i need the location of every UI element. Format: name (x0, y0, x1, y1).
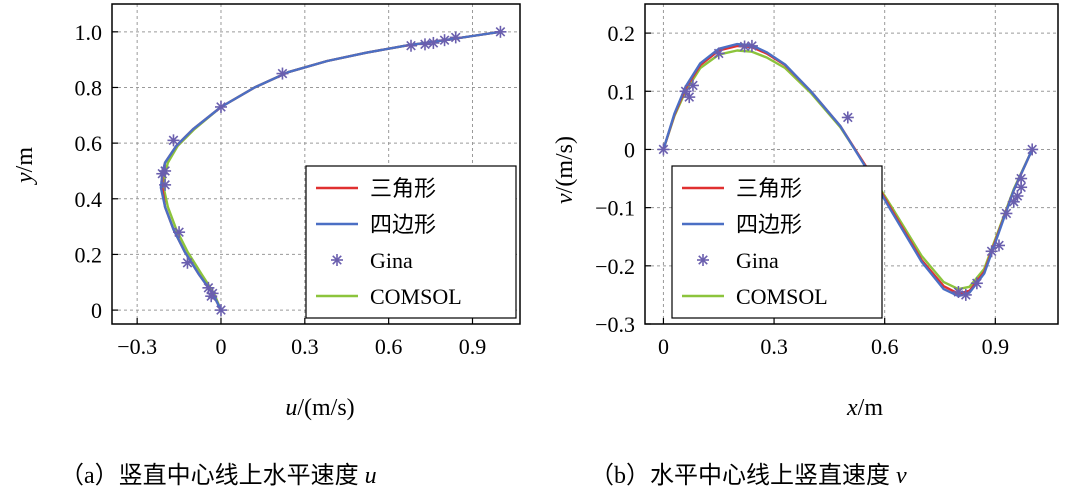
chart-b-ylabel-var: v (552, 193, 578, 204)
chart-0-ytick-label-5: 1.0 (75, 20, 103, 45)
chart-1-series-2-point-2 (683, 91, 696, 104)
chart-1-ytick-label-5: 0.2 (608, 21, 636, 46)
chart-1-ytick-label-4: 0.1 (608, 79, 636, 104)
chart-a-ylabel: y/m (12, 147, 38, 185)
chart-1-series-2-point-6 (745, 39, 758, 52)
chart-b-xlabel: x/m (846, 395, 883, 421)
chart-0-series-2-point-3 (206, 287, 219, 300)
chart-a-xlabel: u/(m/s) (285, 395, 354, 421)
chart-1-ytick-label-2: −0.1 (595, 196, 635, 221)
chart-0-series-2-point-13 (418, 38, 431, 51)
chart-1-series-2-point-13 (1000, 207, 1013, 220)
chart-0-series-2-point-11 (276, 67, 289, 80)
chart-0-ytick-label-1: 0.2 (75, 242, 103, 267)
chart-0-series-2-point-12 (405, 39, 418, 52)
chart-0-ytick-label-3: 0.6 (75, 131, 103, 156)
chart-a-xlabel-var: u (285, 395, 297, 421)
chart-b-xlabel-unit: /m (858, 395, 884, 421)
caption-b-text: （b）水平中心线上竖直速度 (590, 462, 896, 489)
chart-1-series-2-point-18 (1026, 143, 1039, 156)
chart-b-xlabel-var: x (846, 395, 858, 421)
chart-0-series-2-point-10 (214, 100, 227, 113)
chart-1-ytick-label-3: 0 (624, 137, 635, 162)
chart-1-legend-label-0: 三角形 (736, 176, 802, 201)
chart-1-legend-box (671, 165, 883, 319)
chart-1-series-2-point-17 (1015, 172, 1028, 185)
chart-1-series-2-point-12 (993, 239, 1005, 252)
chart-b-ylabel-unit: /(m/s) (552, 136, 578, 193)
chart-1-xtick-label-2: 0.6 (871, 334, 899, 359)
chart-a-ylabel-unit: /m (12, 147, 38, 173)
chart-0-series-2-point-17 (494, 25, 507, 38)
chart-0-ytick-label-2: 0.4 (75, 187, 103, 212)
chart-0-xtick-label-1: 0 (215, 334, 226, 359)
chart-a-ylabel-var: y (12, 172, 38, 185)
chart-0-series-2-point-15 (438, 34, 451, 47)
chart-1-xtick-label-0: 0 (658, 334, 669, 359)
chart-0-series-2-point-0 (214, 304, 227, 317)
chart-0-legend-label-1: 四边形 (370, 212, 436, 237)
chart-0-series-2-point-8 (159, 164, 172, 177)
chart-0-series-2-point-4 (181, 256, 194, 269)
chart-b-ylabel: v/(m/s) (552, 136, 578, 204)
chart-0-xtick-label-0: −0.3 (117, 334, 157, 359)
chart-a-series (156, 25, 507, 317)
chart-1-ytick-label-1: −0.2 (595, 254, 635, 279)
chart-1-xtick-label-1: 0.3 (760, 334, 788, 359)
chart-0-ytick-label-4: 0.8 (75, 75, 103, 100)
chart-1-legend-label-2: Gina (736, 248, 779, 273)
chart-0-series-line-1 (159, 30, 501, 311)
chart-1-series-2-point-3 (686, 79, 699, 92)
chart-1-ytick-label-0: −0.3 (595, 312, 635, 337)
chart-0-series-2-point-16 (449, 31, 462, 44)
chart-1-series-2-point-0 (657, 143, 670, 156)
caption-a: （a）竖直中心线上水平速度 u (60, 462, 377, 489)
chart-0-series-2-point-14 (427, 36, 440, 49)
chart-0-ytick-label-0: 0 (91, 298, 102, 323)
chart-0-legend-label-2: Gina (370, 248, 413, 273)
chart-0-legend-label-0: 三角形 (370, 176, 436, 201)
chart-0-legend-box (305, 165, 517, 319)
chart-0-xtick-label-4: 0.9 (459, 334, 487, 359)
chart-b-plot-frame (644, 3, 1059, 325)
caption-a-var: u (365, 463, 377, 489)
chart-0-series-2-point-6 (159, 178, 172, 191)
chart-0-series-2-point-9 (167, 134, 180, 147)
chart-a-ticks: −0.3 0 0.3 0.6 0.9 0 0.2 0.4 0.6 0.8 1.0 (75, 20, 487, 359)
chart-0-xtick-label-2: 0.3 (291, 334, 319, 359)
chart-1-legend-swatch-2 (697, 254, 709, 266)
chart-0-series-2-point-5 (173, 226, 186, 239)
chart-1-series-2-point-4 (712, 47, 725, 60)
chart-1-series-2-point-11 (985, 245, 998, 258)
chart-1-series-2-point-7 (841, 111, 854, 124)
chart-1-legend-label-3: COMSOL (736, 284, 828, 309)
caption-a-text: （a）竖直中心线上水平速度 (60, 462, 365, 489)
caption-b-var: v (896, 463, 907, 489)
chart-b-series (657, 39, 1039, 301)
chart-a-plot-frame (111, 3, 521, 325)
chart-0-legend-swatch-2 (331, 254, 343, 266)
chart-b-ticks: 0 0.3 0.6 0.9 −0.3 −0.2 −0.1 0 0.1 0.2 (595, 21, 1009, 359)
chart-0-legend-label-3: COMSOL (370, 284, 462, 309)
caption-b: （b）水平中心线上竖直速度 v (590, 462, 907, 489)
chart-1-series-2-point-9 (959, 288, 972, 301)
chart-1-xtick-label-3: 0.9 (982, 334, 1010, 359)
chart-a-xlabel-unit: /(m/s) (297, 395, 354, 421)
chart-0-xtick-label-3: 0.6 (375, 334, 403, 359)
chart-1-legend-label-1: 四边形 (736, 212, 802, 237)
chart-1-series-2-point-10 (970, 277, 983, 290)
